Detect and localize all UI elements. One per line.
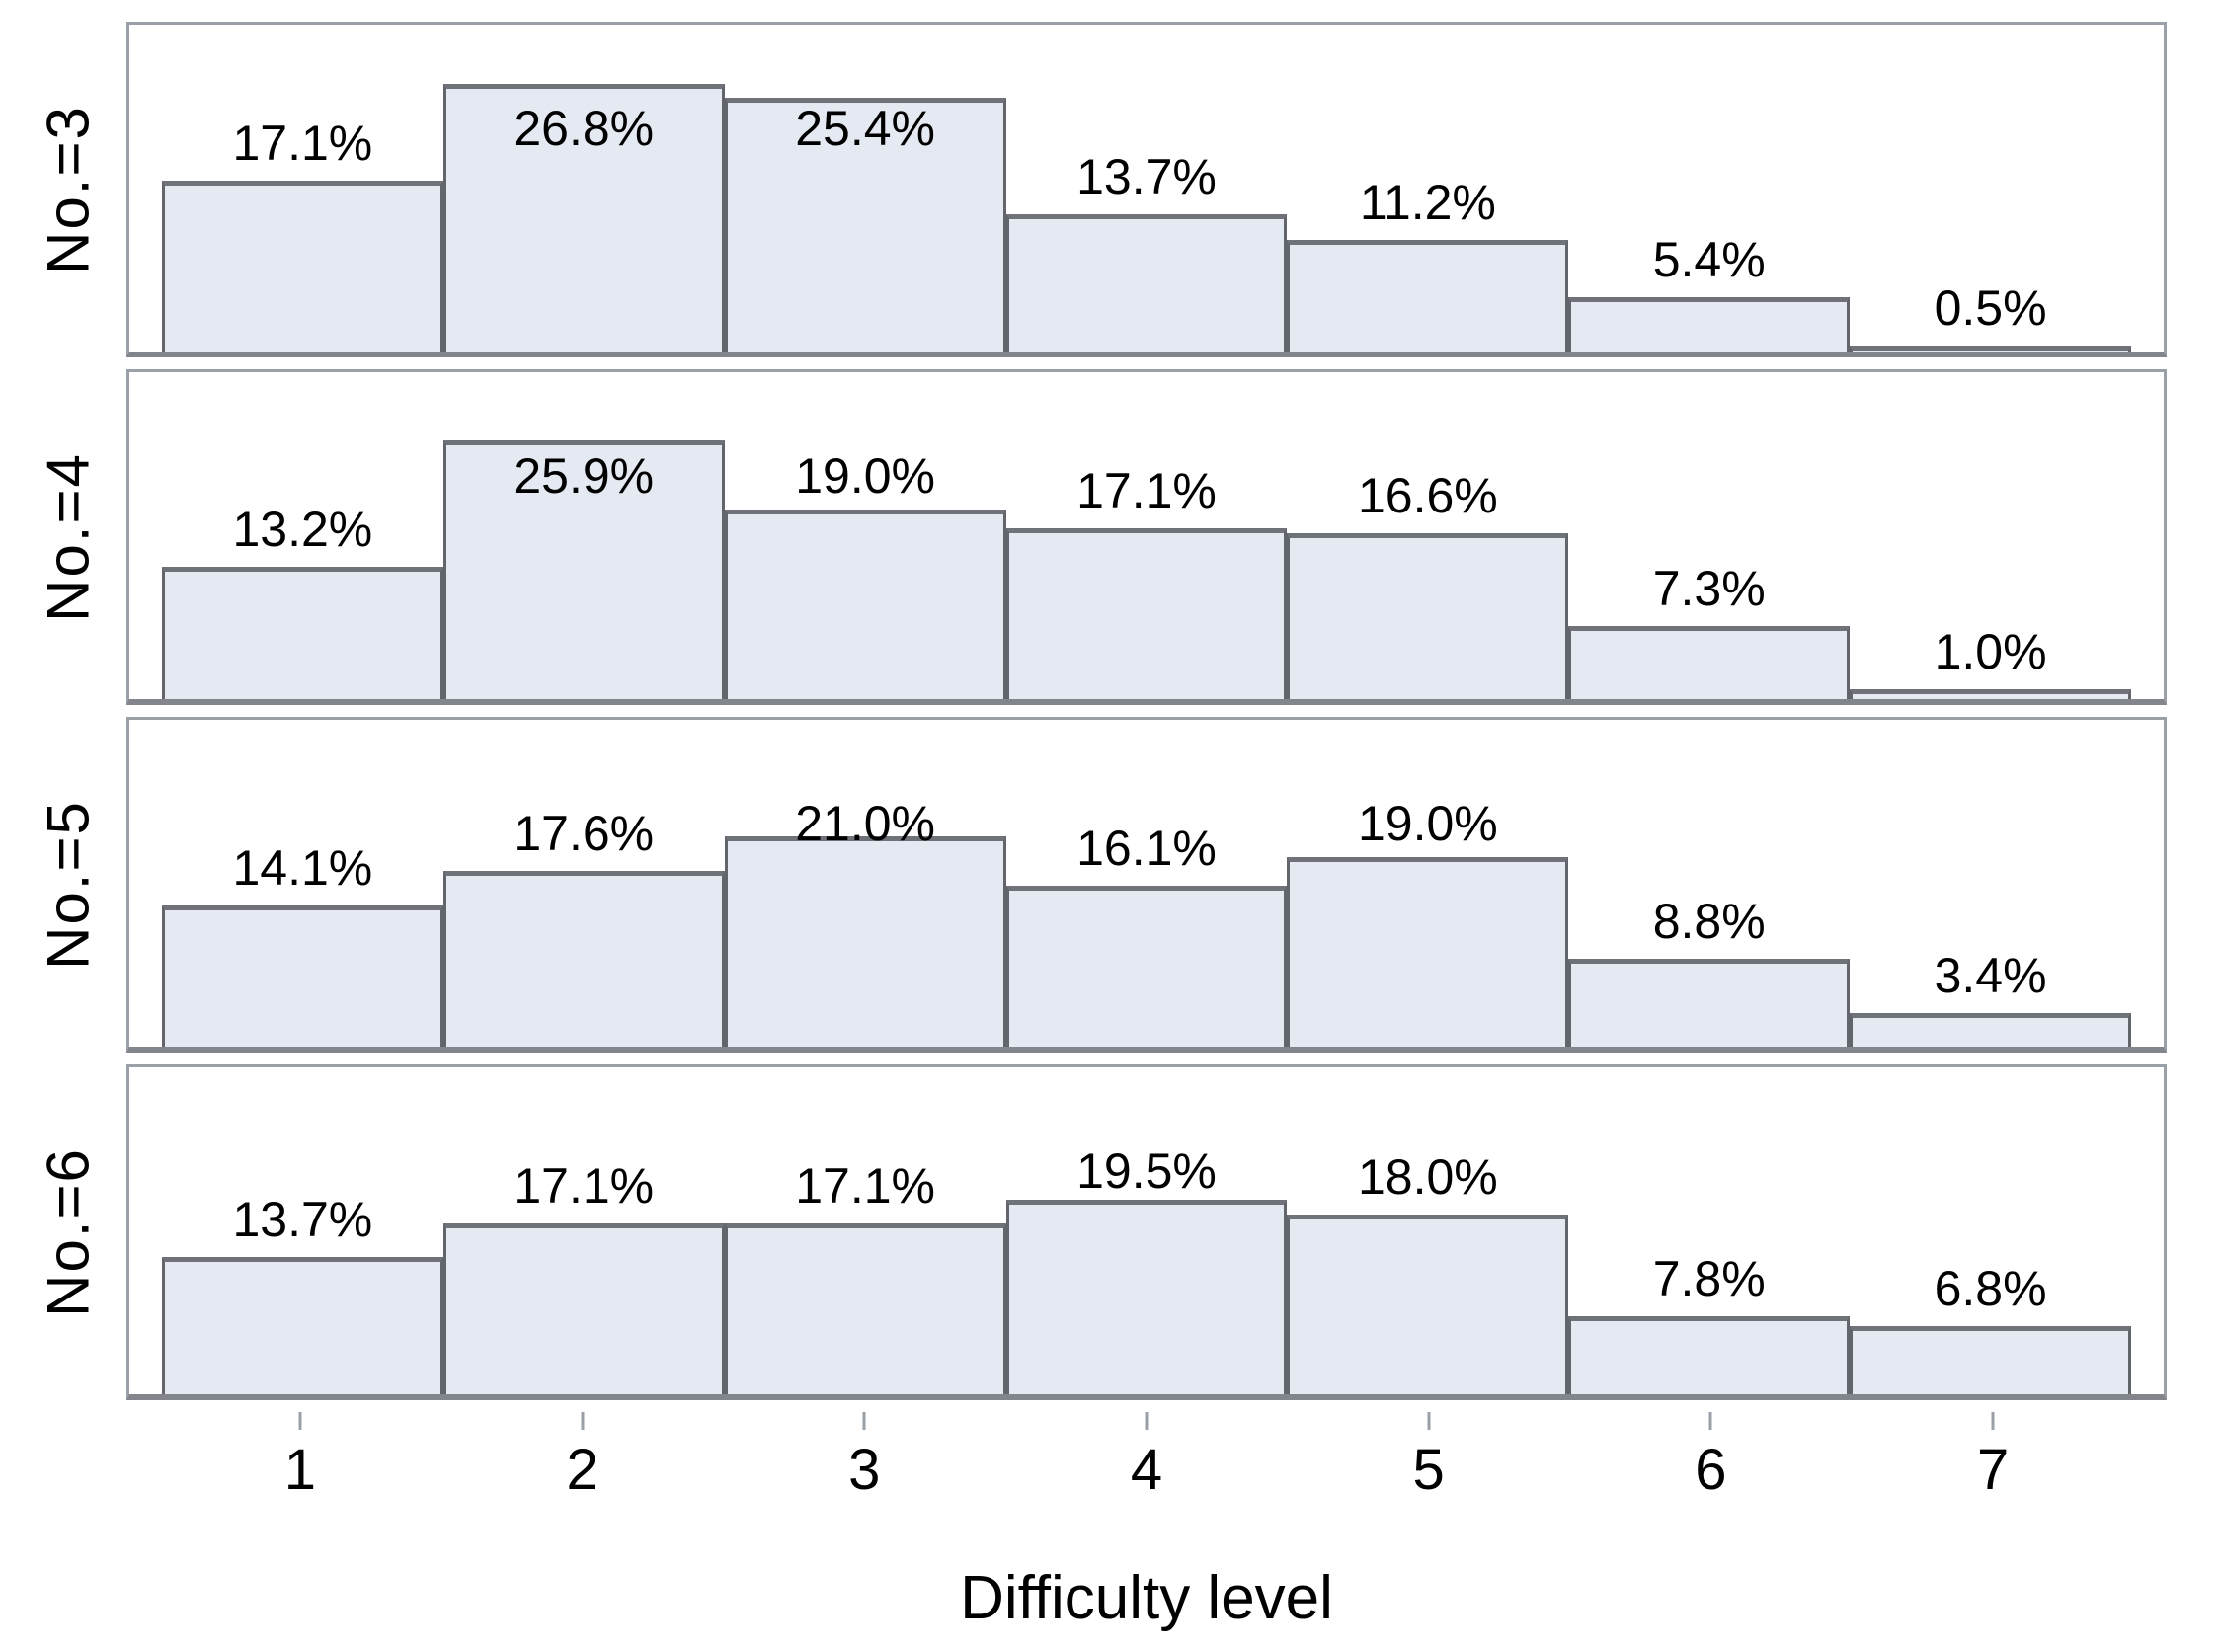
bar — [724, 836, 1006, 1047]
bar-value-label: 5.4% — [1652, 232, 1766, 287]
bar — [161, 181, 443, 352]
bar — [724, 510, 1006, 699]
bar-value-label: 8.8% — [1652, 894, 1766, 949]
bar — [1005, 1200, 1288, 1394]
bar — [1005, 214, 1288, 352]
bar-value-label: 11.2% — [1359, 175, 1496, 230]
bar — [1850, 689, 2132, 699]
bar — [1568, 626, 1851, 699]
bar — [1568, 297, 1851, 352]
bar-value-label: 0.5% — [1934, 280, 2047, 336]
bar-value-label: 21.0% — [795, 796, 935, 851]
bar — [1568, 959, 1851, 1047]
x-axis: 1 2 3 4 5 6 7 — [126, 1412, 2167, 1529]
x-axis-tick-label: 6 — [1695, 1438, 1727, 1502]
x-axis-tick — [862, 1412, 866, 1430]
x-axis-tick — [1991, 1412, 1995, 1430]
facet-row: No.=4 13.2% 25.9% 19.0% 17.1% 16.6% 7.3% 1.0% — [0, 369, 2220, 705]
bar-value-label: 17.6% — [514, 806, 655, 861]
x-axis-tick — [1427, 1412, 1431, 1430]
x-axis-title: Difficulty level — [960, 1564, 1333, 1632]
facet-label: No.=4 — [35, 452, 102, 622]
bar — [1287, 240, 1569, 352]
bar-value-label: 25.9% — [514, 448, 655, 504]
facet-row: No.=5 14.1% 17.6% 21.0% 16.1% 19.0% 8.8% 3.4% — [0, 717, 2220, 1053]
bar-value-label: 6.8% — [1934, 1261, 2047, 1316]
bar — [161, 1257, 443, 1394]
bar-value-label: 17.1% — [1076, 463, 1217, 518]
facet-row: No.=6 13.7% 17.1% 17.1% 19.5% 18.0% 7.8% 6.8% — [0, 1064, 2220, 1400]
bar-value-label: 19.5% — [1076, 1143, 1217, 1199]
bar — [161, 567, 443, 699]
x-axis-tick-label: 3 — [848, 1438, 881, 1502]
bar — [1287, 533, 1569, 699]
bar-value-label: 18.0% — [1357, 1149, 1498, 1205]
bar — [161, 905, 443, 1047]
facet-plot: 13.7% 17.1% 17.1% 19.5% 18.0% 7.8% 6.8% — [126, 1064, 2167, 1400]
x-axis-tick-label: 2 — [566, 1438, 598, 1502]
bar — [1287, 857, 1569, 1047]
x-axis-tick — [298, 1412, 302, 1430]
bar — [1850, 1326, 2132, 1394]
bar-value-label: 19.0% — [795, 448, 935, 504]
x-axis-tick — [1708, 1412, 1712, 1430]
x-axis-tick-label: 7 — [1976, 1438, 2010, 1502]
bar — [442, 871, 725, 1047]
x-axis-tick — [1145, 1412, 1149, 1430]
bar — [442, 1223, 725, 1394]
bar — [1850, 346, 2132, 352]
bar-value-label: 14.1% — [232, 840, 373, 896]
x-axis-tick-label: 5 — [1412, 1438, 1445, 1502]
bar-value-label: 17.1% — [795, 1158, 935, 1214]
bar — [724, 98, 1006, 352]
bar — [1005, 528, 1288, 699]
bar-value-label: 13.2% — [232, 502, 373, 557]
bar — [442, 440, 725, 699]
x-axis-tick-label: 1 — [283, 1438, 317, 1502]
facet-label: No.=5 — [35, 800, 102, 970]
bar-value-label: 7.8% — [1652, 1251, 1766, 1306]
bar-value-label: 3.4% — [1934, 948, 2047, 1003]
bar — [1005, 886, 1288, 1047]
bar-value-label: 1.0% — [1934, 624, 2047, 679]
bar-value-label: 17.1% — [514, 1158, 655, 1214]
bar — [724, 1223, 1006, 1394]
bar-value-label: 25.4% — [795, 101, 935, 156]
facet-label-gutter: No.=6 — [0, 1064, 126, 1400]
facet-plot: 14.1% 17.6% 21.0% 16.1% 19.0% 8.8% 3.4% — [126, 717, 2167, 1053]
facet-panels: No.=3 17.1% 26.8% 25.4% 13.7% 11.2% 5.4% 0.5% No… — [0, 22, 2220, 1400]
facet-label-gutter: No.=3 — [0, 22, 126, 357]
facet-label-gutter: No.=5 — [0, 717, 126, 1053]
bar-value-label: 13.7% — [232, 1192, 373, 1247]
bar-value-label: 19.0% — [1357, 796, 1498, 851]
bar — [1287, 1215, 1569, 1394]
bar-value-label: 17.1% — [232, 116, 373, 171]
x-axis-tick-label: 4 — [1130, 1438, 1163, 1502]
bar-value-label: 16.1% — [1076, 821, 1217, 876]
bar — [1850, 1013, 2132, 1047]
bar — [1568, 1316, 1851, 1394]
facet-plot: 17.1% 26.8% 25.4% 13.7% 11.2% 5.4% 0.5% — [126, 22, 2167, 357]
facet-label: No.=3 — [35, 105, 102, 275]
bar-value-label: 7.3% — [1652, 561, 1766, 616]
facet-row: No.=3 17.1% 26.8% 25.4% 13.7% 11.2% 5.4% 0.5% — [0, 22, 2220, 357]
bar-value-label: 16.6% — [1357, 468, 1498, 523]
x-axis-tick — [581, 1412, 585, 1430]
facet-plot: 13.2% 25.9% 19.0% 17.1% 16.6% 7.3% 1.0% — [126, 369, 2167, 705]
bar — [442, 84, 725, 352]
bar-value-label: 26.8% — [514, 101, 655, 156]
facet-label-gutter: No.=4 — [0, 369, 126, 705]
facet-label: No.=6 — [35, 1147, 102, 1317]
bar-value-label: 13.7% — [1076, 149, 1217, 204]
